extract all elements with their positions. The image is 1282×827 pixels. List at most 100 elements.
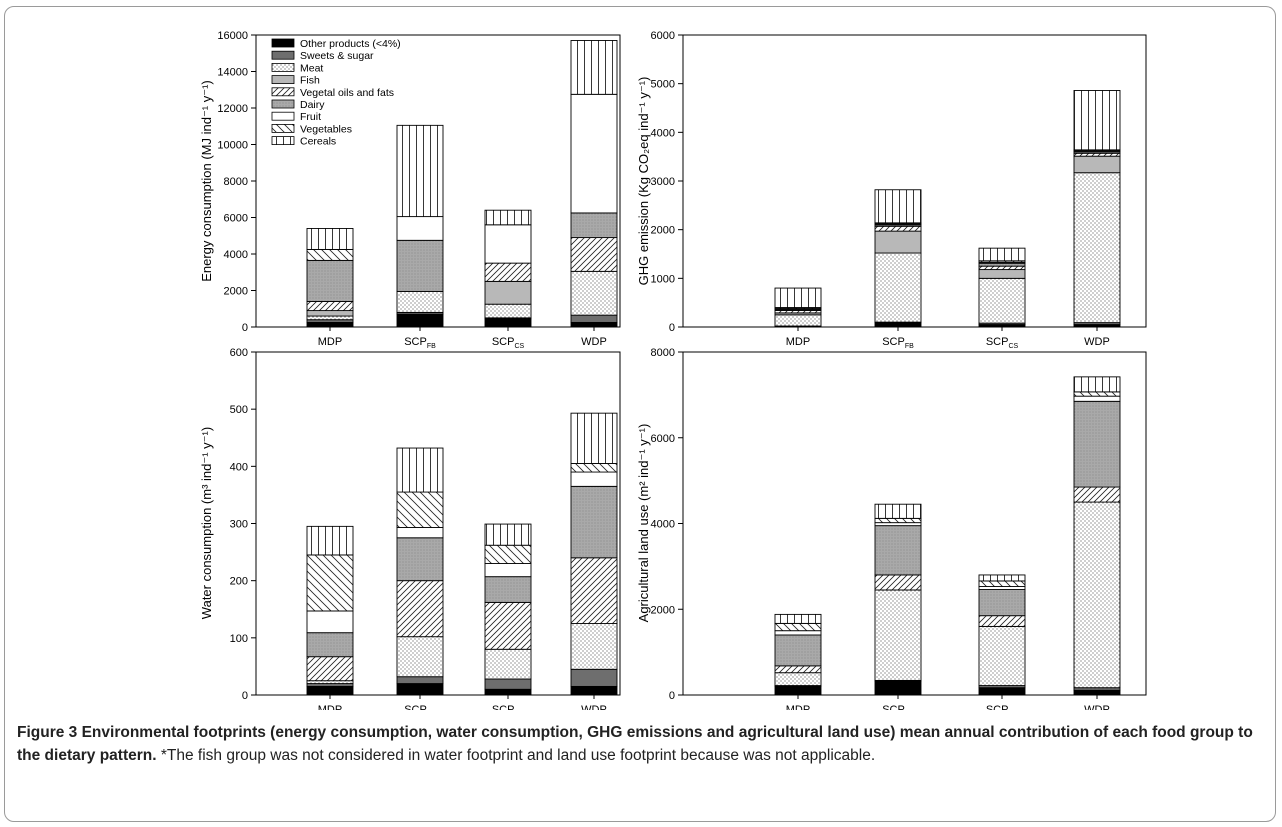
bar-segment-fruit [484, 563, 532, 578]
bar-segment-other-products-4 [1073, 689, 1121, 696]
bar-segment-cereals [874, 189, 922, 224]
bar-segment-dairy [874, 525, 922, 576]
bar-segment-cereals [774, 613, 822, 624]
bar-segment-vegetal-oils-and-fats [570, 237, 618, 272]
y-tick-label: 1000 [651, 273, 675, 285]
y-tick-label: 8000 [224, 176, 248, 188]
y-tick-label: 200 [230, 576, 248, 588]
bar-segment-cereals [570, 40, 618, 95]
bar-segment-dairy [306, 259, 354, 302]
bar-segment-fruit [1073, 395, 1121, 402]
y-tick-label: 0 [242, 690, 248, 702]
legend-swatch-other-products-4 [271, 38, 295, 48]
bar-segment-dairy [306, 632, 354, 658]
x-tick-label: WDP [581, 704, 607, 710]
bar-segment-fruit [978, 586, 1026, 590]
y-tick-label: 0 [669, 690, 675, 702]
bar-segment-vegetal-oils-and-fats [306, 656, 354, 682]
bar-segment-vegetables [306, 248, 354, 261]
y-tick-label: 10000 [217, 140, 248, 152]
legend-label-meat: Meat [300, 62, 323, 74]
bar-segment-meat [484, 303, 532, 319]
bar-segment-meat [484, 648, 532, 680]
bar-segment-meat [396, 290, 444, 313]
bar-segment-vegetables [774, 622, 822, 632]
legend-label-sweets-sugar: Sweets & sugar [300, 50, 374, 62]
bar-segment-cereals [306, 525, 354, 556]
bar-segment-cereals [306, 227, 354, 250]
y-tick-label: 16000 [217, 30, 248, 42]
bar-segment-other-products-4 [306, 321, 354, 328]
legend-label-vegetal-oils-and-fats: Vegetal oils and fats [300, 87, 394, 99]
bar-segment-cereals [978, 247, 1026, 262]
bar-segment-vegetables [484, 544, 532, 564]
y-axis-label: GHG emission (Kg CO₂eq ind⁻¹ y⁻¹) [636, 77, 651, 286]
y-tick-label: 2000 [224, 286, 248, 298]
legend-label-other-products-4: Other products (<4%) [300, 38, 401, 50]
legend-swatch-meat [271, 63, 295, 72]
y-axis-label: Agricultural land use (m² ind⁻¹ y⁻¹) [636, 424, 651, 623]
bar-segment-dairy [570, 212, 618, 239]
bar-segment-meat [774, 672, 822, 687]
legend-label-cereals: Cereals [300, 136, 336, 148]
x-tick-label: MDP [318, 336, 342, 348]
charts-canvas: 0200040006000800010000120001400016000Ene… [199, 30, 1147, 710]
bar-segment-vegetables [1073, 391, 1121, 397]
bar-segment-fish [978, 269, 1026, 279]
bar-segment-cereals [874, 503, 922, 519]
bar-segment-meat [570, 270, 618, 316]
land-use-chart: 0 2000 4000 6000 8000 Agricultural land use (… [636, 347, 1147, 710]
bar-segment-vegetal-oils-and-fats [1073, 486, 1121, 503]
y-tick-label: 6000 [651, 433, 675, 445]
x-tick-label: SCPFB [404, 704, 436, 710]
y-tick-label: 0 [242, 322, 248, 334]
bar-segment-vegetables [306, 554, 354, 612]
x-tick-label: MDP [786, 336, 810, 348]
x-tick-label: WDP [581, 336, 607, 348]
bar-segment-vegetal-oils-and-fats [396, 580, 444, 638]
bar-segment-dairy [570, 485, 618, 559]
bar-segment-meat [396, 636, 444, 678]
x-tick-label: SCPFB [882, 704, 914, 710]
y-tick-label: 6000 [224, 213, 248, 225]
x-tick-label: SCPFB [404, 336, 436, 350]
bar-segment-fish [306, 310, 354, 317]
y-tick-label: 400 [230, 461, 248, 473]
bar-segment-vegetables [978, 580, 1026, 587]
bar-segment-vegetables [570, 463, 618, 473]
bar-segment-meat [570, 623, 618, 670]
legend-label-dairy: Dairy [300, 99, 325, 111]
legend-swatch-fish [271, 75, 295, 84]
bar-segment-sweets-sugar [570, 668, 618, 687]
bar-segment-cereals [774, 287, 822, 308]
bar-segment-meat [306, 315, 354, 321]
bar-segment-other-products-4 [570, 685, 618, 696]
bar-segment-cereals [1073, 90, 1121, 151]
bar-segment-other-products-4 [570, 321, 618, 328]
bar-segment-vegetal-oils-and-fats [484, 262, 532, 282]
bar-segment-dairy [484, 576, 532, 603]
legend-swatch-sweets-sugar [271, 50, 295, 60]
bar-segment-other-products-4 [396, 313, 444, 328]
bar-segment-sweets-sugar [570, 314, 618, 323]
legend-swatch-vegetal-oils-and-fats [271, 87, 295, 97]
x-tick-label: MDP [318, 704, 342, 710]
y-tick-label: 12000 [217, 103, 248, 115]
x-tick-label: SCPCS [986, 336, 1019, 350]
bar-segment-other-products-4 [396, 683, 444, 696]
bar-segment-meat [874, 252, 922, 323]
bar-segment-sweets-sugar [484, 678, 532, 690]
legend-label-vegetables: Vegetables [300, 123, 352, 135]
bar-segment-other-products-4 [874, 680, 922, 696]
bar-segment-fruit [570, 471, 618, 487]
bar-segment-cereals [570, 412, 618, 464]
legend-label-fruit: Fruit [300, 111, 321, 123]
legend-swatch-fruit [271, 111, 295, 121]
y-axis-label: Energy consumption (MJ ind⁻¹ y⁻¹) [199, 80, 214, 282]
x-tick-label: SCPCS [492, 704, 525, 710]
bar-segment-meat [978, 277, 1026, 324]
bar-segment-meat [774, 314, 822, 327]
bar-segment-meat [978, 625, 1026, 687]
bar-segment-cereals [484, 209, 532, 226]
legend-swatch-vegetables [271, 124, 295, 133]
